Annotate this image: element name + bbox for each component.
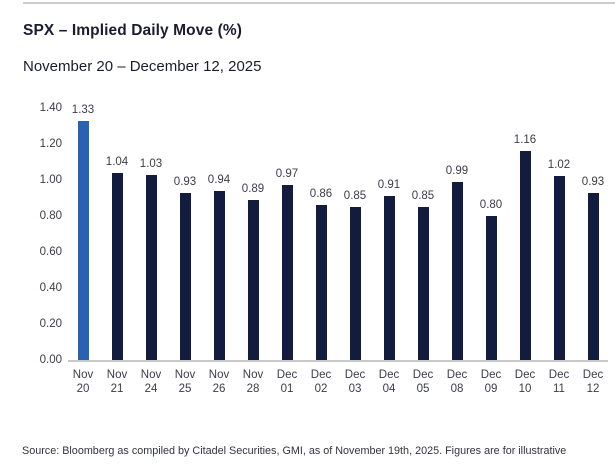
bar <box>519 151 531 360</box>
bar <box>179 192 191 360</box>
x-axis-tick-label: Dec 05 <box>412 369 434 395</box>
bar <box>485 216 497 360</box>
x-axis-tick-label: Dec 03 <box>344 369 366 395</box>
y-axis-tick-label: 0.40 <box>39 282 62 294</box>
x-axis-tick-label: Nov 24 <box>140 369 162 395</box>
x-axis-tick-label: Dec 02 <box>310 369 332 395</box>
bar <box>587 192 599 360</box>
x-axis-tick-label: Dec 01 <box>276 369 298 395</box>
bar-value-label: 1.16 <box>513 134 537 147</box>
bar-value-label: 0.85 <box>411 190 435 202</box>
y-axis-tick-label: 0.60 <box>39 246 62 258</box>
x-axis-tick-label: Dec 11 <box>548 369 570 395</box>
y-axis-tick-label: 0.20 <box>39 318 62 330</box>
bar <box>247 199 259 360</box>
x-axis-tick-label: Nov 28 <box>242 369 264 395</box>
bar-value-label: 0.93 <box>173 175 197 188</box>
bar <box>383 196 395 360</box>
bar-value-label: 0.86 <box>309 188 333 201</box>
bar-value-label: 0.80 <box>479 199 503 211</box>
top-divider-line <box>23 2 615 4</box>
x-axis-tick-label: Dec 12 <box>582 369 604 395</box>
x-axis-line <box>68 360 608 362</box>
bar <box>553 176 565 360</box>
x-axis-tick-label: Nov 21 <box>106 369 128 395</box>
bar <box>417 207 429 360</box>
bar-value-label: 0.91 <box>377 179 401 192</box>
y-axis-tick-label: 0.00 <box>39 354 62 366</box>
bar-value-label: 0.93 <box>581 175 605 188</box>
bar-highlighted <box>77 120 89 360</box>
bar <box>349 207 361 360</box>
x-axis-tick-label: Dec 08 <box>446 369 468 395</box>
bar-value-label: 1.03 <box>139 157 163 170</box>
chart-subtitle: November 20 – December 12, 2025 <box>23 58 262 75</box>
y-axis-tick-label: 1.00 <box>39 174 62 186</box>
bar-value-label: 0.97 <box>275 168 299 181</box>
bar-value-label: 0.94 <box>207 173 231 186</box>
x-axis-tick-label: Dec 10 <box>514 369 536 395</box>
y-axis-tick-label: 1.40 <box>39 102 62 114</box>
x-axis-tick-label: Nov 26 <box>208 369 230 395</box>
y-axis-tick-label: 0.80 <box>39 210 62 222</box>
bar <box>281 185 293 360</box>
bar-value-label: 1.04 <box>105 155 129 168</box>
bar <box>145 174 157 360</box>
bar <box>213 190 225 360</box>
bar-value-label: 1.02 <box>547 159 571 172</box>
x-axis-tick-label: Dec 09 <box>480 369 502 395</box>
bar-value-label: 1.33 <box>71 103 95 116</box>
bar <box>451 181 463 360</box>
bar-value-label: 0.85 <box>343 190 367 202</box>
x-axis-tick-label: Nov 20 <box>72 369 94 395</box>
bar-value-label: 0.89 <box>241 182 265 195</box>
y-axis-tick-label: 1.20 <box>39 138 62 150</box>
x-axis-tick-label: Nov 25 <box>174 369 196 395</box>
bar <box>111 172 123 360</box>
source-note: Source: Bloomberg as compiled by Citadel… <box>22 445 567 457</box>
bar-value-label: 0.99 <box>445 164 469 177</box>
bar <box>315 205 327 360</box>
chart-title: SPX – Implied Daily Move (%) <box>23 22 242 39</box>
x-axis-tick-label: Dec 04 <box>378 369 400 395</box>
